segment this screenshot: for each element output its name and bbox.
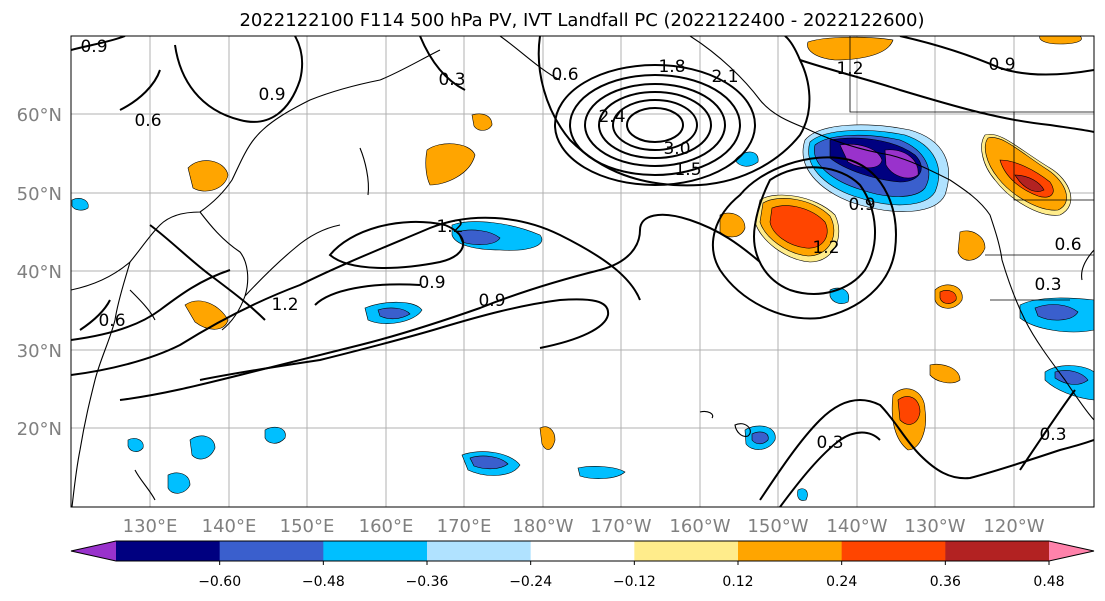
negative-patch-small [577,466,626,479]
contour-labels: 0.9 0.6 0.9 0.3 0.6 1.8 2.1 2.4 3.0 1.5 … [80,37,1081,453]
lon-tick-label: 120°W [983,516,1044,537]
lon-tick-label: 170°E [437,516,492,537]
negative-anomaly-california [1019,297,1094,401]
negative-patch-small [797,488,808,501]
colorbar-tick-label: −0.24 [509,574,552,590]
lat-tick-label: 50°N [17,184,62,205]
positive-patch-small [425,143,476,186]
colorbar-extend-min [71,541,116,561]
lat-tick-label: 20°N [17,419,62,440]
map-title: 2022122100 F114 500 hPa PV, IVT Landfall… [239,10,924,31]
longitude-labels: 130°E 140°E 150°E 160°E 170°E 180°W 170°… [123,516,1045,537]
colorbar-cell [841,541,946,561]
coastlines [71,36,1094,507]
contour-label: 0.3 [816,433,843,453]
contour-label: 0.6 [1054,235,1081,255]
contour-label: 1.8 [658,57,685,77]
lon-tick-label: 130°W [904,516,965,537]
contour-label: 2.4 [598,107,625,127]
negative-patch-small [127,438,144,452]
latitude-labels: 60°N 50°N 40°N 30°N 20°N [17,105,62,440]
colorbar-tick-label: −0.60 [198,574,241,590]
contour-label: 0.6 [551,65,578,85]
contour-label: 0.3 [438,70,465,90]
positive-anomaly-central [754,194,840,263]
positive-patch-small [539,426,556,450]
contour-label: 0.3 [1039,425,1066,445]
colorbar-cell [427,541,532,561]
pv-contours [71,36,1094,507]
lat-tick-label: 60°N [17,105,62,126]
colorbar-cell [530,541,635,561]
lon-tick-label: 150°E [280,516,335,537]
contour-label: 1.5 [674,160,701,180]
colorbar: −0.60 −0.48 −0.36 −0.24 −0.12 0.12 0.24 0.36 0.4… [70,540,1095,590]
negative-patch-small [264,426,286,444]
lat-tick-label: 30°N [17,341,62,362]
contour-label: 0.9 [418,273,445,293]
positive-patch-small [929,363,961,384]
negative-patch-small [167,472,191,494]
contour-label: 0.9 [258,85,285,105]
negative-patch-small [189,435,216,460]
map-panel: 0.9 0.6 0.9 0.3 0.6 1.8 2.1 2.4 3.0 1.5 … [70,35,1095,508]
colorbar-cell [945,541,1050,561]
positive-patch-north [1039,36,1082,45]
lon-tick-label: 140°W [826,516,887,537]
contour-label: 1.2 [812,238,839,258]
positive-patch-small [957,230,986,261]
map-frame [70,35,1095,508]
colorbar-tick-label: −0.12 [613,574,656,590]
colorbar-cell [219,541,324,561]
contour-label: 2.1 [711,67,738,87]
lon-tick-label: 170°W [590,516,651,537]
contour-label: 0.3 [1034,275,1061,295]
negative-anomaly-alaska [802,124,949,212]
colorbar-cell [738,541,843,561]
lon-tick-label: 150°W [747,516,808,537]
contour-label: 3.0 [663,139,690,159]
negative-patch-small [71,198,89,211]
lon-tick-label: 180°W [512,516,573,537]
colorbar-tick-label: 0.12 [722,574,753,590]
gridlines [71,36,1094,507]
lon-tick-label: 140°E [202,516,257,537]
lat-tick-label: 40°N [17,262,62,283]
lon-tick-label: 130°E [123,516,178,537]
lon-tick-label: 160°E [359,516,414,537]
colorbar-tick-label: 0.24 [826,574,857,590]
colorbar-tick-label: −0.48 [302,574,345,590]
colorbar-outline [70,540,1095,562]
lon-tick-label: 160°W [669,516,730,537]
colorbar-tick-label: −0.36 [406,574,449,590]
borders [849,36,1094,301]
colorbar-cell [634,541,739,561]
colorbar-cell [116,541,221,561]
contour-label: 0.9 [80,37,107,57]
contour-label: 1.2 [836,59,863,79]
contour-label: 0.9 [988,55,1015,75]
contour-label: 0.6 [98,311,125,331]
contour-label: 1.2 [271,295,298,315]
positive-anomaly-pacific-nw [981,133,1072,216]
contour-label: 0.9 [848,195,875,215]
colorbar-extend-max [1049,541,1094,561]
positive-patch-small [471,113,493,131]
colorbar-cell [323,541,428,561]
contour-label: 0.6 [134,111,161,131]
contour-label: 0.9 [478,291,505,311]
colorbar-tick-label: 0.48 [1033,574,1064,590]
colorbar-tick-label: 0.36 [930,574,961,590]
contour-label: 1.2 [436,217,463,237]
shaded-field [71,36,1094,501]
positive-patch-small [187,160,229,192]
